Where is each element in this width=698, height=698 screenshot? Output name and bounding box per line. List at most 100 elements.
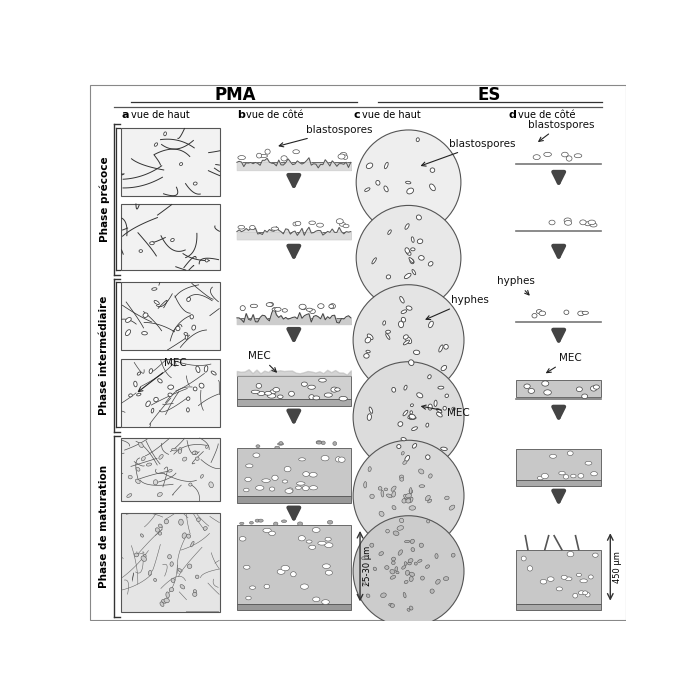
Ellipse shape <box>340 152 347 157</box>
Ellipse shape <box>388 230 392 235</box>
Ellipse shape <box>403 335 408 339</box>
Text: Phase intermédiaire: Phase intermédiaire <box>99 296 110 415</box>
Ellipse shape <box>273 387 280 392</box>
Ellipse shape <box>419 255 424 260</box>
Bar <box>237 496 351 503</box>
Ellipse shape <box>381 490 384 497</box>
Ellipse shape <box>205 366 208 372</box>
Ellipse shape <box>327 521 333 524</box>
Ellipse shape <box>325 393 332 397</box>
Ellipse shape <box>281 156 287 161</box>
Ellipse shape <box>585 222 591 225</box>
Bar <box>237 448 351 496</box>
Ellipse shape <box>306 540 312 543</box>
Ellipse shape <box>179 447 182 452</box>
Ellipse shape <box>364 354 369 358</box>
Text: hyphes: hyphes <box>426 295 489 320</box>
Ellipse shape <box>168 393 172 396</box>
Circle shape <box>353 285 464 396</box>
Ellipse shape <box>316 440 322 443</box>
Ellipse shape <box>309 473 317 477</box>
Ellipse shape <box>282 309 288 312</box>
Ellipse shape <box>386 529 389 533</box>
Ellipse shape <box>309 545 315 549</box>
Ellipse shape <box>154 143 158 147</box>
Text: c: c <box>353 110 359 120</box>
Ellipse shape <box>154 300 159 304</box>
Ellipse shape <box>417 560 422 563</box>
Ellipse shape <box>295 486 302 489</box>
Ellipse shape <box>428 404 432 410</box>
Ellipse shape <box>565 221 572 225</box>
Ellipse shape <box>329 304 334 309</box>
Ellipse shape <box>434 400 437 406</box>
Ellipse shape <box>142 332 147 335</box>
Ellipse shape <box>585 461 592 465</box>
Ellipse shape <box>593 385 600 389</box>
Text: vue de côté: vue de côté <box>246 110 304 120</box>
Ellipse shape <box>209 482 214 488</box>
Ellipse shape <box>379 512 384 517</box>
Ellipse shape <box>390 604 394 607</box>
Ellipse shape <box>362 557 365 560</box>
Ellipse shape <box>322 600 329 604</box>
Ellipse shape <box>251 390 260 394</box>
Ellipse shape <box>384 488 387 491</box>
Text: vue de haut: vue de haut <box>131 110 189 120</box>
Ellipse shape <box>412 426 417 431</box>
Ellipse shape <box>284 466 291 472</box>
Ellipse shape <box>573 593 577 598</box>
Ellipse shape <box>542 473 549 479</box>
Ellipse shape <box>562 152 568 157</box>
Ellipse shape <box>401 438 406 441</box>
Ellipse shape <box>182 457 187 461</box>
Ellipse shape <box>547 577 554 581</box>
Ellipse shape <box>426 520 429 523</box>
Ellipse shape <box>274 307 281 311</box>
Ellipse shape <box>407 609 410 611</box>
Ellipse shape <box>203 526 207 530</box>
Bar <box>517 449 601 480</box>
Ellipse shape <box>370 543 374 547</box>
Ellipse shape <box>409 258 414 263</box>
Ellipse shape <box>369 407 373 413</box>
Ellipse shape <box>426 455 430 459</box>
Ellipse shape <box>406 570 410 575</box>
Ellipse shape <box>253 453 260 457</box>
Ellipse shape <box>141 556 147 561</box>
Ellipse shape <box>578 474 584 478</box>
Ellipse shape <box>386 330 390 334</box>
Ellipse shape <box>246 596 251 600</box>
Ellipse shape <box>561 575 567 579</box>
Ellipse shape <box>410 540 415 544</box>
Ellipse shape <box>413 350 419 355</box>
Ellipse shape <box>154 579 156 581</box>
Ellipse shape <box>412 269 416 275</box>
Text: blastospores: blastospores <box>279 125 373 147</box>
Ellipse shape <box>363 581 366 585</box>
Ellipse shape <box>410 410 413 414</box>
Ellipse shape <box>586 593 590 597</box>
Ellipse shape <box>393 531 399 535</box>
Ellipse shape <box>336 456 341 462</box>
Bar <box>237 525 351 604</box>
Ellipse shape <box>288 488 293 493</box>
Ellipse shape <box>443 406 447 410</box>
Ellipse shape <box>564 310 569 315</box>
Ellipse shape <box>567 551 574 557</box>
Bar <box>237 163 351 170</box>
Ellipse shape <box>403 593 406 598</box>
Ellipse shape <box>556 587 563 591</box>
Ellipse shape <box>321 456 329 461</box>
Ellipse shape <box>300 584 309 589</box>
Ellipse shape <box>257 154 262 158</box>
Ellipse shape <box>164 598 170 603</box>
Ellipse shape <box>147 463 151 466</box>
Ellipse shape <box>149 369 153 373</box>
Ellipse shape <box>336 218 343 224</box>
Circle shape <box>353 440 464 551</box>
Ellipse shape <box>410 259 414 264</box>
Ellipse shape <box>528 389 535 394</box>
Circle shape <box>353 362 464 473</box>
Ellipse shape <box>170 239 174 242</box>
